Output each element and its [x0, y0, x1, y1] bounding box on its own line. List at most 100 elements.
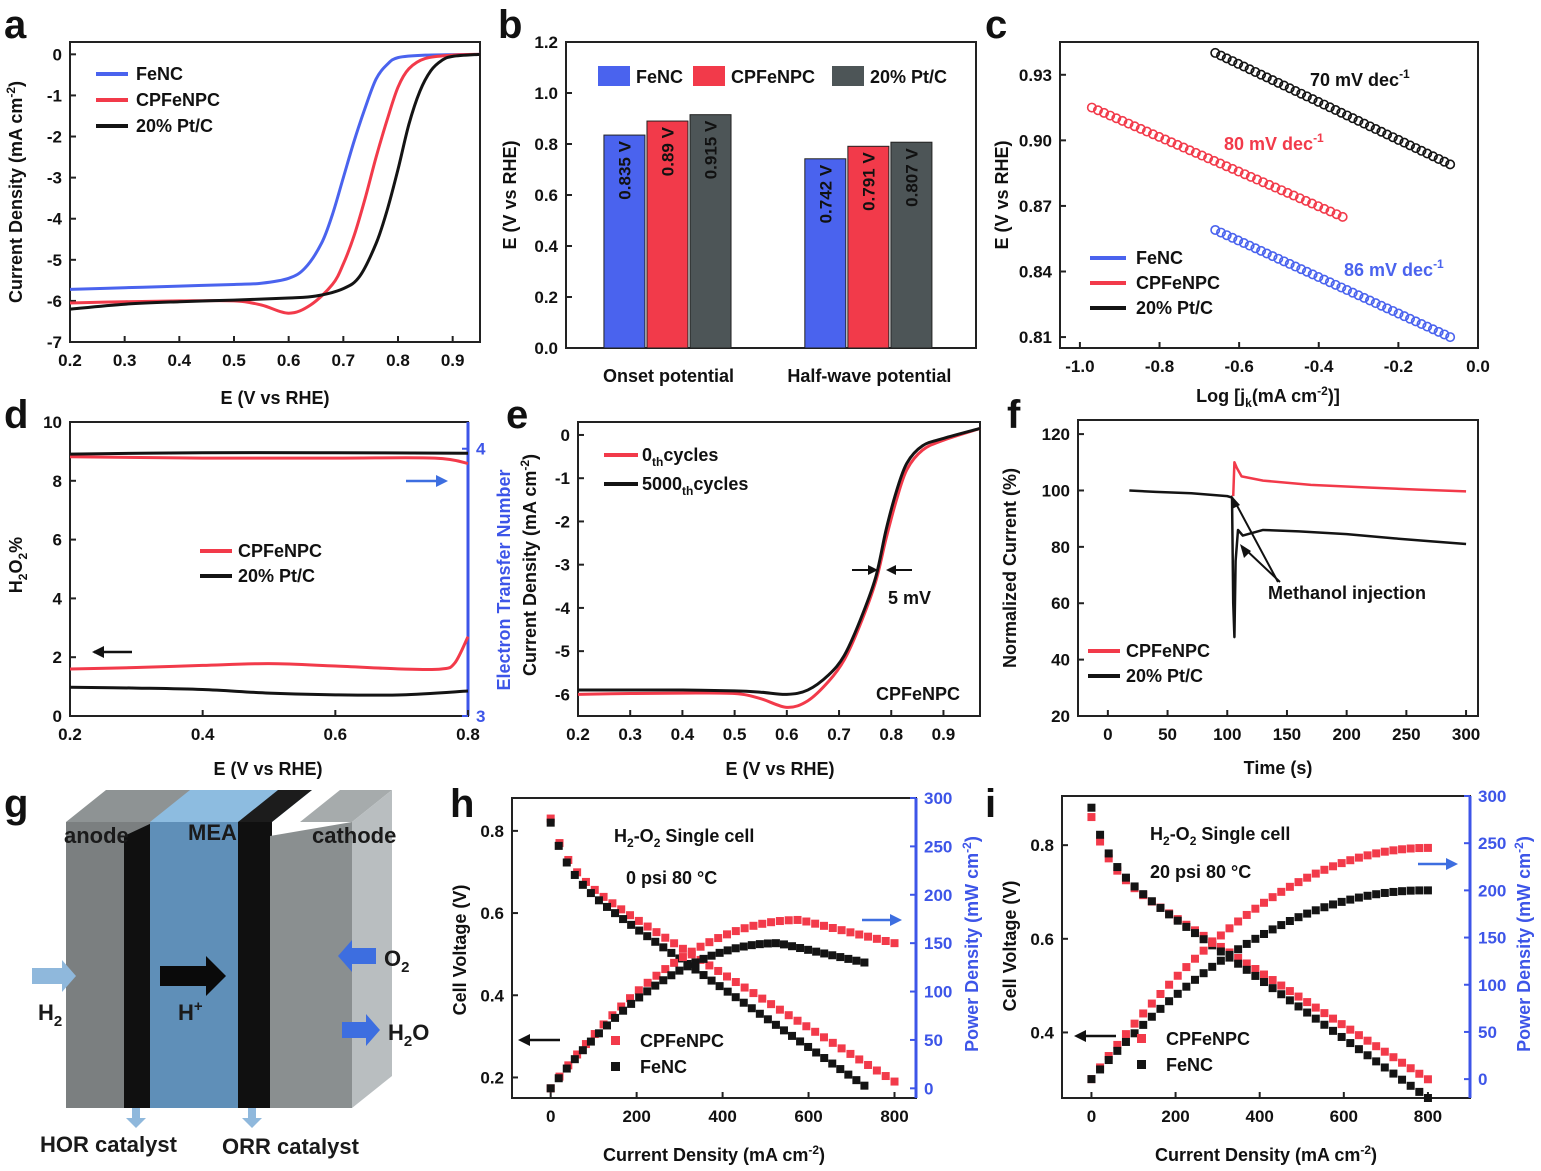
- x-tick-label: 0.5: [723, 725, 747, 744]
- data-point: [1285, 916, 1294, 925]
- data-point: [1173, 971, 1182, 980]
- series-line-20-pt-c-h2o2: [69, 685, 469, 697]
- y-tick-label: 0.8: [480, 822, 504, 841]
- y-tick-label: -3: [47, 169, 62, 188]
- tafel-point: [1376, 300, 1387, 311]
- tafel-point: [1433, 326, 1444, 337]
- y-tick-label: 6: [53, 531, 62, 550]
- data-point: [611, 909, 620, 918]
- tafel-point: [1399, 311, 1410, 322]
- panel-label-h: h: [450, 782, 474, 826]
- tafel-point: [1422, 321, 1433, 332]
- data-point: [872, 934, 881, 943]
- panel-label-e: e: [506, 393, 528, 437]
- data-point: [771, 939, 780, 948]
- data-point: [1380, 1047, 1389, 1056]
- panel-f-frame: [1077, 419, 1479, 717]
- data-point: [1216, 931, 1225, 940]
- tafel-point: [1370, 298, 1381, 309]
- data-point: [670, 958, 679, 967]
- anode-label: anode: [64, 823, 129, 848]
- x-tick-label: 0.4: [191, 725, 215, 744]
- data-point: [828, 1038, 837, 1047]
- x-tick-label: 0.4: [671, 725, 695, 744]
- tafel-point: [1364, 295, 1375, 306]
- data-point: [652, 971, 661, 980]
- data-point: [1104, 1052, 1113, 1061]
- data-point: [758, 919, 767, 928]
- data-point: [767, 1000, 776, 1009]
- data-point: [1260, 978, 1269, 987]
- data-point: [1406, 844, 1415, 853]
- data-point: [634, 986, 643, 995]
- data-point: [707, 976, 716, 985]
- data-point: [1303, 1008, 1312, 1017]
- panel-e-ylabel: Current Density (mA cm-2): [518, 454, 540, 676]
- o2-inlet-arrow: [338, 940, 376, 972]
- tafel-point: [1416, 319, 1427, 330]
- right-axis-arrow: [406, 475, 448, 487]
- x-tick-label: 200: [1161, 1107, 1189, 1126]
- data-point: [1096, 837, 1105, 846]
- data-point: [1208, 962, 1217, 971]
- data-point: [683, 962, 692, 971]
- panel-a-series: [69, 52, 481, 315]
- data-point: [1242, 959, 1251, 968]
- data-point: [864, 932, 873, 941]
- tafel-point: [1347, 287, 1358, 298]
- data-point: [1260, 970, 1269, 979]
- panel-h-ylabel: Cell Voltage (V): [450, 885, 470, 1016]
- data-point: [1311, 1003, 1320, 1012]
- data-point: [1423, 1075, 1432, 1084]
- data-point: [811, 919, 820, 928]
- panel-c-xlabel: Log [jk(mA cm-2)]: [1196, 384, 1340, 410]
- h2o-outlet-arrow: [342, 1014, 380, 1046]
- data-point: [1389, 846, 1398, 855]
- data-point: [1303, 909, 1312, 918]
- data-point: [687, 947, 696, 956]
- data-point: [1320, 903, 1329, 912]
- tafel-point: [1250, 243, 1261, 254]
- category-label: Onset potential: [603, 366, 734, 386]
- x-tick-label: 0.5: [222, 351, 246, 370]
- tafel-point: [1261, 248, 1272, 259]
- y-tick-label: -3: [555, 556, 570, 575]
- x-tick-label: 400: [1246, 1107, 1274, 1126]
- panel-label-a: a: [4, 3, 27, 47]
- tafel-point: [1290, 261, 1301, 272]
- data-point: [755, 1009, 764, 1018]
- panel-label-i: i: [985, 782, 996, 826]
- tafel-point: [1141, 126, 1152, 137]
- tafel-point: [1244, 64, 1255, 75]
- y-right-tick-label: 3: [476, 707, 485, 726]
- panel-c-ylabel: E (V vs RHE): [992, 140, 1012, 249]
- y-tick-label: -4: [555, 599, 571, 618]
- tafel-point: [1221, 161, 1232, 172]
- tafel-point: [1290, 85, 1301, 96]
- panel-g-fuel-cell-schematic: anode MEA cathode H2 H+ O2 H2O HOR catal…: [32, 790, 429, 1159]
- x-tick-label: 0.7: [827, 725, 851, 744]
- tafel-point: [1190, 147, 1201, 158]
- data-point: [1156, 903, 1165, 912]
- data-point: [758, 994, 767, 1003]
- x-tick-label: 0.3: [113, 351, 137, 370]
- data-point: [652, 928, 661, 937]
- data-point: [1423, 1094, 1432, 1102]
- data-point: [890, 1077, 899, 1086]
- bar-cpfenpc: [646, 120, 689, 349]
- tafel-point: [1221, 230, 1232, 241]
- data-point: [1165, 910, 1174, 919]
- x-tick-label: 600: [794, 1107, 822, 1126]
- tafel-point: [1382, 129, 1393, 140]
- data-point: [1346, 1039, 1355, 1048]
- data-point: [881, 936, 890, 945]
- y-tick-label: -6: [47, 292, 62, 311]
- y-tick-label: 2: [53, 648, 62, 667]
- panel-d-ylabel: H2O2%: [6, 537, 30, 593]
- y-tick-label: 8: [53, 472, 62, 491]
- data-point: [836, 953, 845, 962]
- y-tick-label: -5: [555, 642, 570, 661]
- data-point: [1389, 887, 1398, 896]
- tafel-point: [1427, 151, 1438, 162]
- tafel-point: [1284, 83, 1295, 94]
